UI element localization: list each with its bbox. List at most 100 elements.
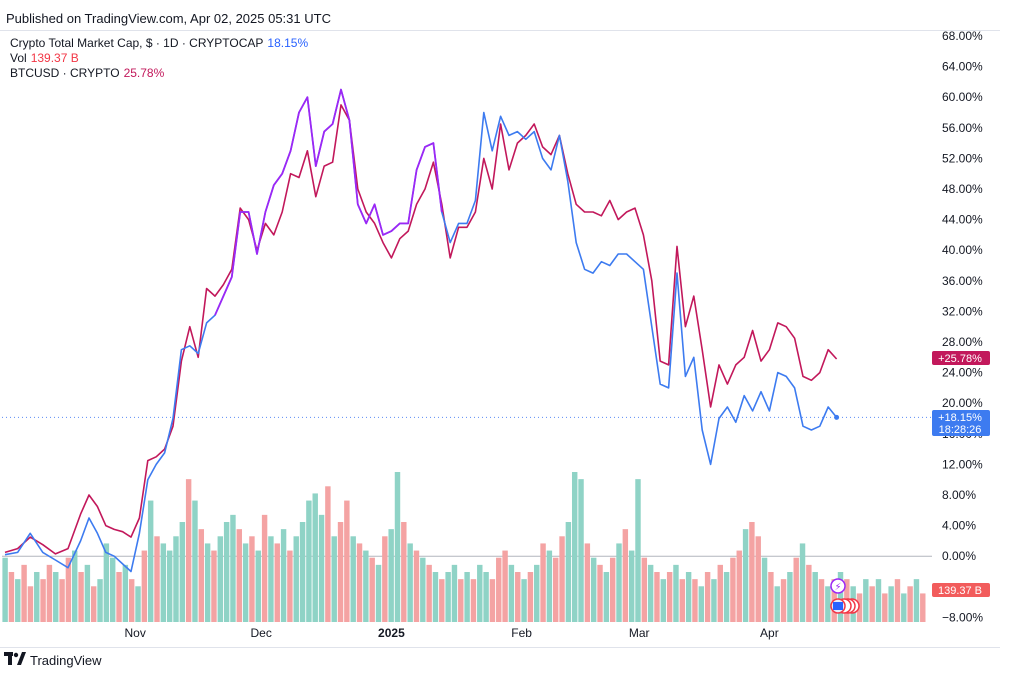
volume-bar <box>698 586 704 622</box>
volume-bar <box>609 557 616 622</box>
x-tick-label: Mar <box>629 626 650 640</box>
volume-bar <box>116 572 122 622</box>
volume-bar <box>451 564 458 622</box>
volume-bar <box>894 579 901 622</box>
volume-bar <box>198 529 205 622</box>
volume-bar <box>571 472 578 622</box>
volume-bar <box>242 543 249 622</box>
total-market-cap-price-badge-text: 18:28:26 <box>939 424 982 436</box>
volume-bar <box>236 529 242 622</box>
published-caption: Published on TradingView.com, Apr 02, 20… <box>6 11 331 26</box>
volume-bar <box>141 550 148 622</box>
volume-bar <box>515 572 521 622</box>
tradingview-brand[interactable]: TradingView <box>4 652 102 669</box>
volume-bar <box>628 550 635 622</box>
legend-total-market-cap[interactable]: Crypto Total Market Cap, $ · 1D · CRYPTO… <box>10 36 308 51</box>
volume-bar <box>97 579 103 622</box>
volume-bar <box>432 572 439 622</box>
volume-bar <box>527 572 534 622</box>
x-tick-label: Dec <box>251 626 272 640</box>
volume-bar <box>40 579 46 622</box>
volume-bar <box>742 529 749 622</box>
legend-value: 25.78% <box>123 66 165 80</box>
volume-bar <box>774 586 780 622</box>
volume-bar <box>439 579 445 622</box>
volume-bar <box>692 579 698 622</box>
volume-bar <box>882 593 888 622</box>
volume-bar <box>388 529 394 622</box>
volume-bar <box>179 522 186 622</box>
volume-bar <box>502 550 508 622</box>
volume-bar <box>27 586 34 622</box>
volume-bar <box>590 557 597 622</box>
volume-bar <box>837 572 844 622</box>
legend-label: Vol <box>10 51 27 65</box>
volume-bar <box>888 586 894 622</box>
volume-bar <box>34 572 40 622</box>
volume-bar <box>704 572 711 622</box>
price-chart[interactable]: 68.00% 64.00% 60.00% 56.00% 52.00% 48.00% 44.0… <box>0 0 1024 640</box>
volume-bar <box>230 514 236 622</box>
volume-bar <box>413 550 420 622</box>
volume-bar <box>508 564 515 622</box>
volume-bar <box>723 572 730 622</box>
volume-bar <box>299 522 306 622</box>
volume-bar <box>217 536 224 622</box>
volume-bar <box>755 536 761 622</box>
volume-bar <box>53 572 59 622</box>
volume-bar <box>818 579 825 622</box>
total-market-cap-price-badge <box>932 410 990 436</box>
volume-bar <box>565 522 572 622</box>
volume-bar <box>584 543 591 622</box>
volume-bar <box>806 564 812 622</box>
legend-volume[interactable]: Vol 139.37 B <box>10 51 79 66</box>
volume-bar <box>546 550 553 622</box>
chart-frame <box>0 30 1000 648</box>
volume-bar <box>147 500 154 622</box>
volume-bar <box>8 572 15 622</box>
volume-bar <box>445 572 451 622</box>
x-tick-label: Nov <box>125 626 146 640</box>
volume-bar <box>553 557 559 622</box>
volume-bar <box>192 500 198 622</box>
total-market-cap-series-line <box>4 88 838 573</box>
y-tick-label: 28.00% <box>942 335 983 349</box>
volume-bar <box>616 543 622 622</box>
volume-bar <box>72 550 78 622</box>
volume-bar <box>59 579 65 622</box>
volume-bar <box>135 586 141 622</box>
volume-bar <box>641 557 648 622</box>
y-tick-label: 40.00% <box>942 243 983 257</box>
volume-bar <box>483 572 489 622</box>
volume-bar <box>128 579 135 622</box>
volume-bar <box>787 572 793 622</box>
y-tick-label: 24.00% <box>942 366 983 380</box>
volume-bar <box>426 564 432 622</box>
volume-bar <box>223 522 230 622</box>
y-tick-label: 44.00% <box>942 213 983 227</box>
volume-bar <box>375 564 382 622</box>
volume-badge-text: 139.37 B <box>938 585 982 597</box>
volume-bar <box>109 557 116 622</box>
y-tick-label: 60.00% <box>942 90 983 104</box>
volume-bar <box>306 500 312 622</box>
legend-btcusd[interactable]: BTCUSD · CRYPTO 25.78% <box>10 66 164 81</box>
volume-bar <box>369 557 375 622</box>
volume-bar <box>185 479 192 622</box>
volume-bar <box>673 564 679 622</box>
volume-bar <box>496 557 502 622</box>
total-market-cap-highlight-segment <box>214 88 443 316</box>
y-tick-label: 8.00% <box>942 488 976 502</box>
volume-bar <box>780 579 787 622</box>
volume-bar <box>521 579 527 622</box>
volume-bar <box>401 522 407 622</box>
lightning-glyph: ⚡ <box>834 582 841 593</box>
volume-bar <box>122 564 129 622</box>
volume-bar <box>458 579 464 622</box>
volume-bar <box>154 536 160 622</box>
volume-bar <box>350 536 356 622</box>
volume-bar <box>793 557 799 622</box>
volume-bar <box>736 550 742 622</box>
volume-bar <box>46 564 53 622</box>
volume-bar <box>166 550 173 622</box>
